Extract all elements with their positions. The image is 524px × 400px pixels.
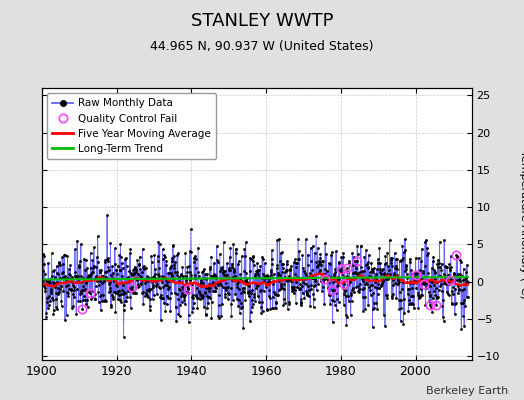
Text: 44.965 N, 90.937 W (United States): 44.965 N, 90.937 W (United States) [150, 40, 374, 53]
Text: Berkeley Earth: Berkeley Earth [426, 386, 508, 396]
Text: STANLEY WWTP: STANLEY WWTP [191, 12, 333, 30]
Legend: Raw Monthly Data, Quality Control Fail, Five Year Moving Average, Long-Term Tren: Raw Monthly Data, Quality Control Fail, … [47, 93, 216, 159]
Y-axis label: Temperature Anomaly (°C): Temperature Anomaly (°C) [519, 150, 524, 298]
